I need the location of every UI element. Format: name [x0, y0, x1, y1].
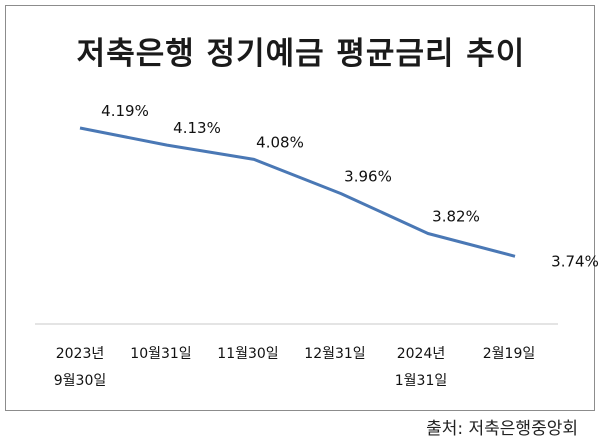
- x-tick-label: 11월30일: [217, 346, 278, 362]
- x-tick-label: 1월31일: [395, 373, 447, 389]
- x-tick-label: 10월31일: [130, 346, 191, 362]
- x-tick-label: 2월19일: [483, 346, 535, 362]
- x-tick-label: 2024년: [397, 346, 446, 362]
- x-tick-label: 2023년: [56, 346, 105, 362]
- source-note: 출처: 저축은행중앙회: [426, 419, 578, 439]
- data-label: 4.13%: [173, 119, 221, 137]
- data-label: 4.19%: [101, 102, 149, 120]
- chart-title: 저축은행 정기예금 평균금리 추이: [76, 36, 526, 72]
- data-label: 4.08%: [256, 133, 304, 151]
- x-tick-label: 12월31일: [304, 346, 365, 362]
- chart-marks: 4.19% 4.13% 4.08% 3.96% 3.82% 3.74% 2023년 9월30일…: [54, 102, 599, 389]
- data-label: 3.82%: [432, 207, 480, 225]
- x-tick-label: 9월30일: [54, 373, 106, 389]
- chart-frame: 저축은행 정기예금 평균금리 추이: [5, 5, 595, 411]
- data-label: 3.74%: [551, 252, 599, 270]
- data-label: 3.96%: [344, 168, 392, 186]
- series-line: [79, 126, 516, 258]
